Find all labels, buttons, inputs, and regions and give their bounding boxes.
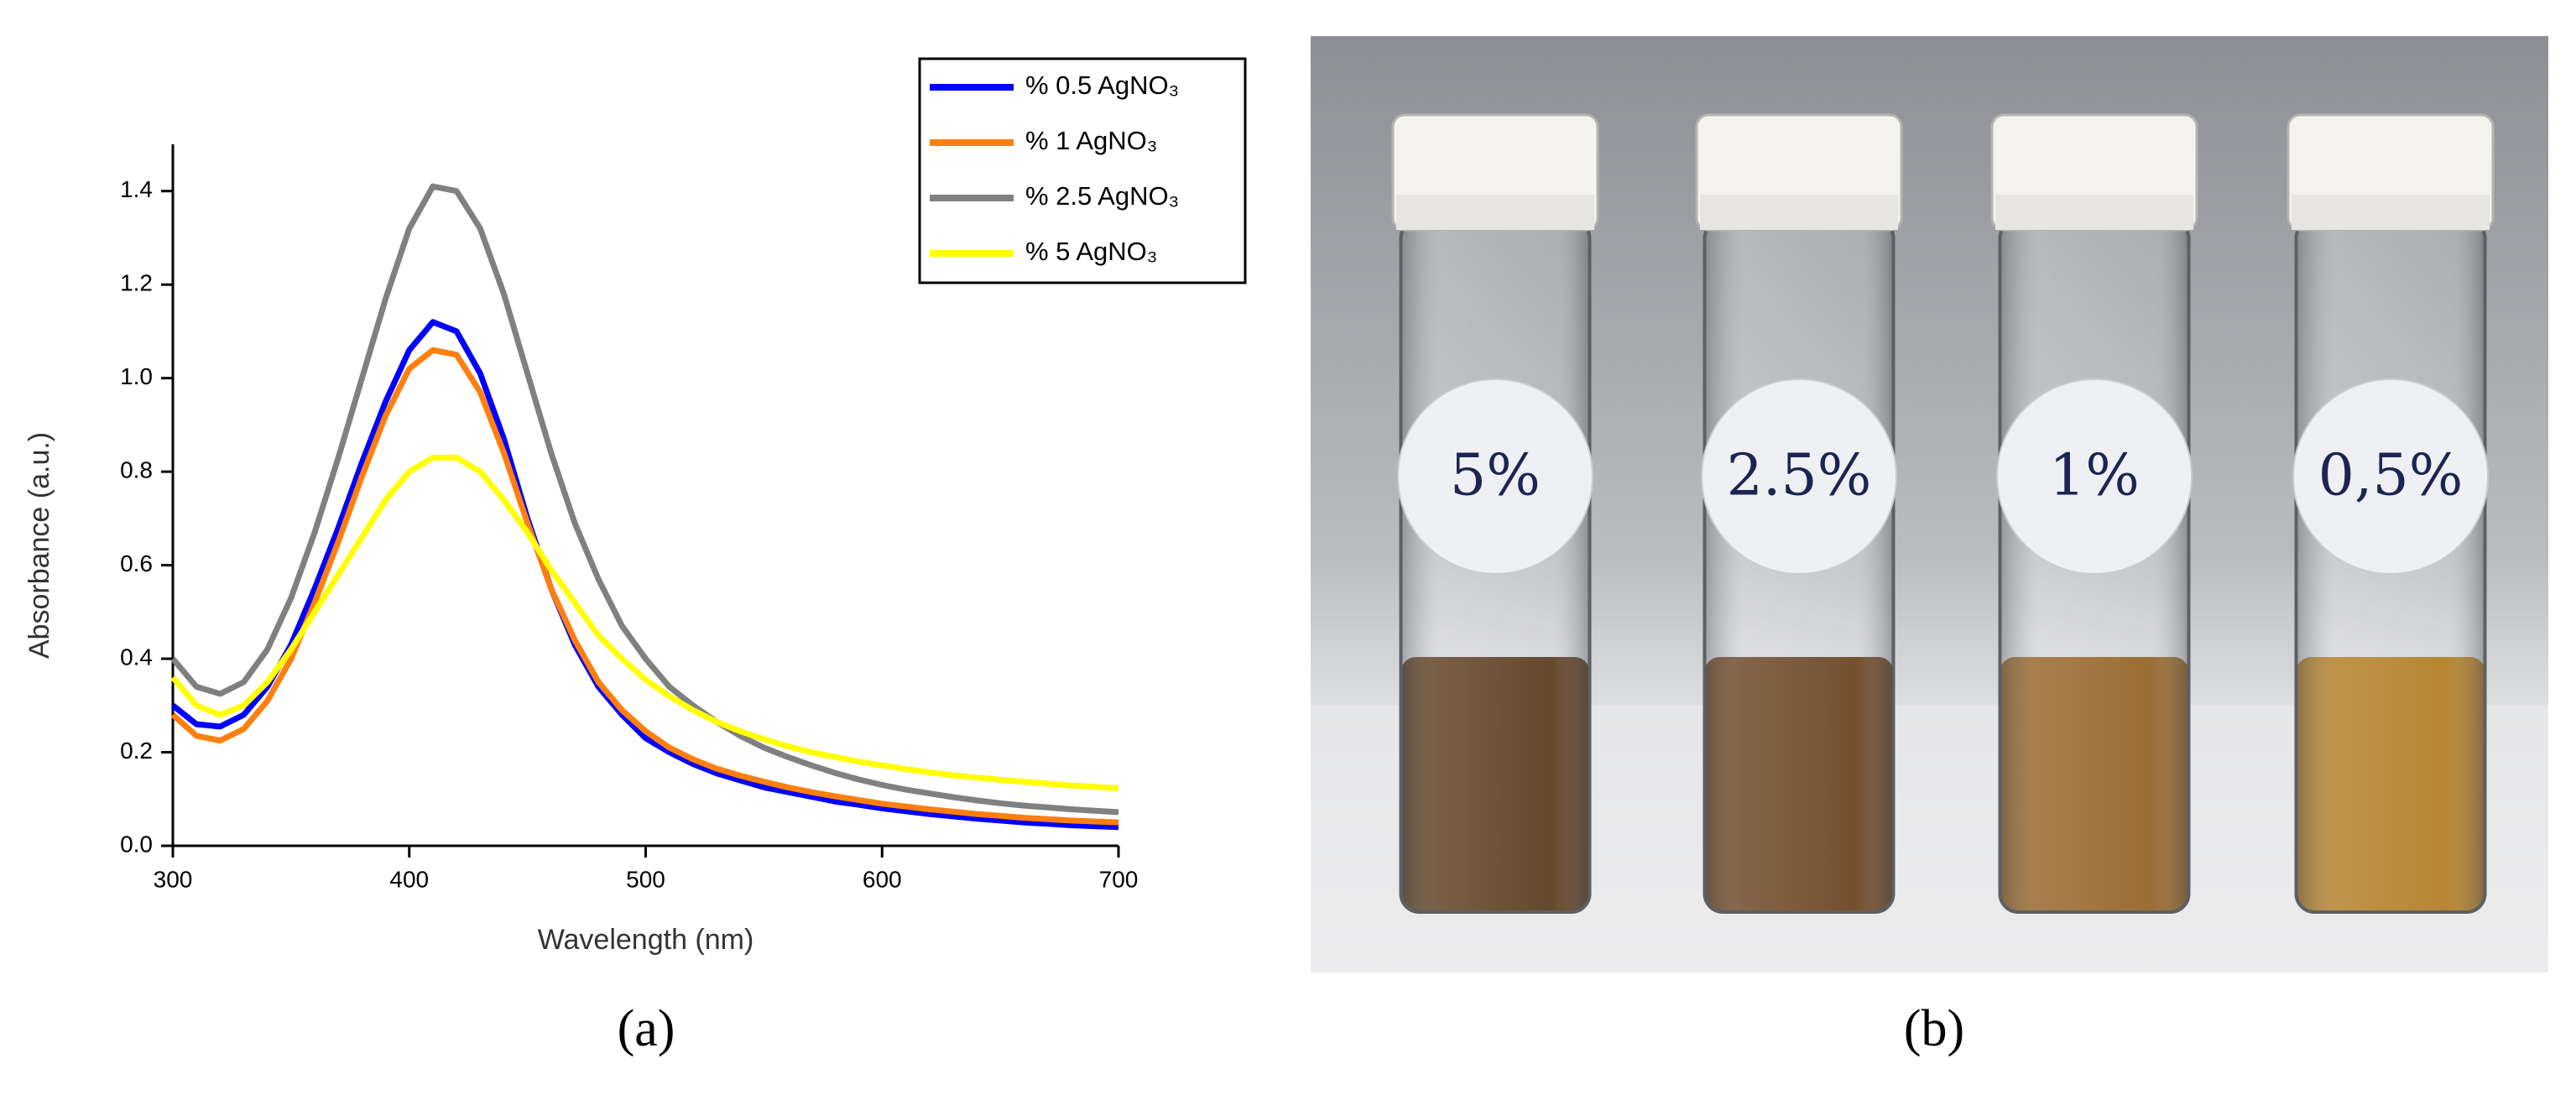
- vial: 0,5%: [2287, 113, 2495, 914]
- y-tick-label: 0.0: [120, 831, 153, 857]
- legend-label: % 5 AgNO₃: [1025, 237, 1157, 266]
- y-tick-label: 0.4: [120, 644, 153, 670]
- legend-label: % 0.5 AgNO₃: [1025, 70, 1179, 100]
- legend-box: [918, 57, 1247, 284]
- series-line: [170, 183, 1119, 816]
- vial-cap-ring: [2292, 195, 2490, 230]
- x-tick-label: 500: [626, 866, 665, 892]
- x-tick-label: 400: [389, 866, 429, 892]
- series-line: [170, 454, 1119, 791]
- y-tick-label: 1.2: [120, 270, 153, 296]
- vial-label-sticker: [1397, 378, 1593, 575]
- caption-b: (b): [1904, 1000, 1964, 1057]
- series-line: [170, 347, 1119, 826]
- y-axis-label: Absorbance (a.u.): [23, 432, 55, 659]
- vial: 5%: [1391, 113, 1599, 914]
- y-tick-label: 0.6: [120, 550, 153, 576]
- vial-label-sticker: [1996, 378, 2193, 575]
- vial: 2.5%: [1695, 113, 1903, 914]
- x-tick-label: 300: [154, 866, 193, 892]
- caption-a: (a): [618, 1000, 675, 1057]
- vials-photo: 5% 2.5% 1% 0,5%: [1311, 36, 2548, 972]
- legend-label: % 2.5 AgNO₃: [1025, 181, 1179, 211]
- y-tick-label: 1.4: [120, 176, 153, 202]
- vial-label: 1%: [2049, 443, 2140, 509]
- y-tick-label: 0.8: [120, 457, 153, 483]
- x-tick-label: 600: [863, 866, 902, 892]
- vial-label: 5%: [1450, 443, 1541, 509]
- x-axis-label: Wavelength (nm): [538, 924, 754, 956]
- vial: 1%: [1990, 113, 2198, 914]
- series-line: [170, 319, 1119, 831]
- vial-label: 0,5%: [2318, 443, 2464, 509]
- legend-label: % 1 AgNO₃: [1025, 126, 1157, 155]
- vial-label: 2.5%: [1727, 443, 1872, 509]
- y-tick-label: 0.2: [120, 738, 153, 764]
- vial-cap-ring: [1700, 195, 1898, 230]
- vial-cap-ring: [1396, 195, 1594, 230]
- y-tick-label: 1.0: [120, 363, 153, 389]
- x-tick-label: 700: [1099, 866, 1139, 892]
- vial-label-sticker: [1701, 378, 1897, 575]
- vial-label-sticker: [2292, 378, 2489, 575]
- vial-cap-ring: [1995, 195, 2193, 230]
